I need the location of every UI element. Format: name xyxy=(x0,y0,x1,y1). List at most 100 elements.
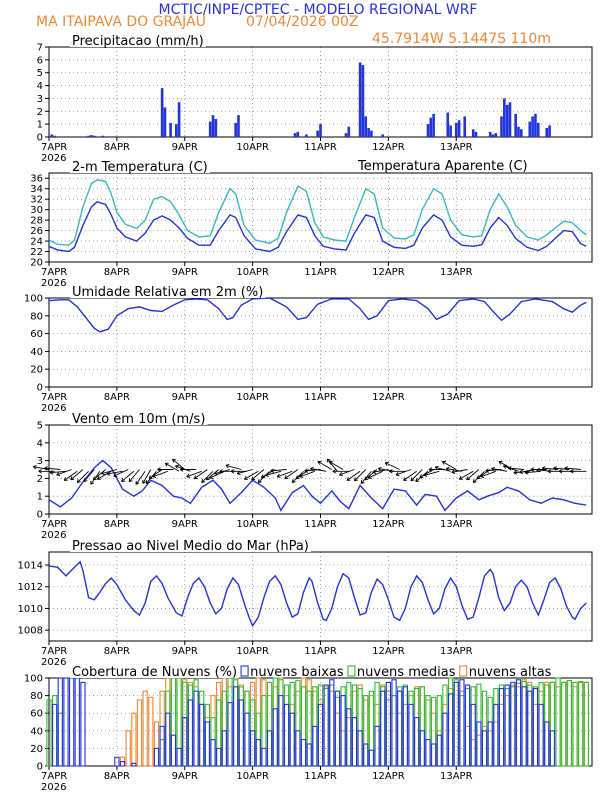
bar-nuvens-baixas xyxy=(131,762,137,767)
wind-arrow xyxy=(152,470,168,478)
bar-nuvens-medias xyxy=(527,684,533,767)
wind-arrow-head xyxy=(339,471,342,476)
bar-nuvens-baixas xyxy=(266,730,273,767)
wind-arrow-head xyxy=(558,469,563,472)
wind-arrow-head xyxy=(480,476,485,478)
wind-arrow-head xyxy=(244,475,247,480)
bar-nuvens-medias xyxy=(351,684,358,767)
x-tick-label: 11APR xyxy=(304,392,337,403)
wind-arrow xyxy=(284,469,299,480)
panel-rh: 0 20 40 60 80 100 7APR 8APR 9APR 10APR 11APR 12APR 1… xyxy=(24,284,593,414)
y-tick-label: 32 xyxy=(30,195,43,206)
precip-bar xyxy=(381,134,385,137)
wind-arrow-head xyxy=(276,473,280,478)
bar-nuvens-medias xyxy=(442,684,448,767)
wind-arrow-head xyxy=(476,475,479,479)
panel-wind: 0 1 2 3 4 5 7APR 8APR 9APR 10APR 11APR 12APR 13APR 20… xyxy=(32,411,593,541)
wind-arrow-head xyxy=(135,482,140,485)
bar-nuvens-medias xyxy=(561,681,567,767)
wind-arrow-head xyxy=(152,473,156,478)
wind-arrow-head xyxy=(230,469,235,472)
wind-arrow-head xyxy=(101,473,105,476)
precip-bar xyxy=(505,104,509,137)
bar-nuvens-altas xyxy=(414,686,420,767)
wind-arrow-head xyxy=(428,467,433,470)
precip-bar xyxy=(92,135,96,137)
header-title: MCTIC/INPE/CPTEC - MODELO REGIONAL WRF xyxy=(159,2,478,18)
wind-arrow-head xyxy=(157,469,161,472)
bar-nuvens-altas xyxy=(572,686,578,767)
bar-nuvens-baixas xyxy=(193,690,199,767)
bar-nuvens-altas xyxy=(532,703,539,767)
bar-nuvens-altas xyxy=(136,699,143,767)
wind-arrow xyxy=(49,470,67,474)
series-line-pressao-hpa- xyxy=(48,560,587,628)
y-tick-label: 0 xyxy=(37,510,43,521)
wind-arrow xyxy=(329,461,344,470)
wind-arrow-head xyxy=(179,467,184,470)
y-tick-label: 1 xyxy=(37,492,43,503)
wind-arrow xyxy=(299,470,315,478)
bar-nuvens-medias xyxy=(374,681,380,767)
wind-arrow-head xyxy=(172,458,177,461)
legend-apparent-temp: Temperatura Aparente (C) xyxy=(357,159,528,174)
wind-arrow-head xyxy=(530,469,534,472)
bar-nuvens-medias xyxy=(165,690,171,767)
bar-nuvens-altas xyxy=(583,681,589,767)
bar-nuvens-medias xyxy=(216,699,222,767)
x-tick-label: 8APR xyxy=(104,392,130,403)
precip-bar xyxy=(454,122,458,137)
bar-nuvens-baixas xyxy=(255,739,261,767)
y-tick-label: 20 xyxy=(30,744,43,755)
wind-arrow-head xyxy=(265,472,269,476)
bar-nuvens-baixas xyxy=(312,725,318,767)
legend-item: nuvens altas xyxy=(469,665,552,680)
bar-nuvens-baixas xyxy=(351,717,358,767)
wind-arrow-head xyxy=(49,470,54,474)
wind-arrow xyxy=(346,470,361,481)
x-tick-label: 10APR xyxy=(236,142,269,153)
wind-arrow-head xyxy=(519,471,524,474)
precip-bar xyxy=(364,116,368,137)
wind-arrow-head xyxy=(260,474,264,478)
precip-bar xyxy=(234,122,237,137)
wind-arrow-head xyxy=(142,481,147,484)
wind-arrow-head xyxy=(332,469,337,472)
x-tick-label: 9APR xyxy=(172,267,198,278)
bar-nuvens-baixas xyxy=(300,739,307,767)
bar-nuvens-medias xyxy=(532,686,539,767)
precip-bar xyxy=(474,131,478,137)
wind-arrow-head xyxy=(372,471,377,474)
bar-nuvens-medias xyxy=(549,681,556,767)
wind-arrow-head xyxy=(63,477,67,481)
precip-bar xyxy=(293,133,297,137)
wind-arrow xyxy=(368,470,383,479)
wind-arrow-head xyxy=(201,481,206,484)
wind-arrow-head xyxy=(485,468,489,472)
wind-arrow-head xyxy=(498,461,502,465)
wind-arrow-head xyxy=(328,461,332,465)
wind-arrow-head xyxy=(209,474,213,479)
wind-arrow-head xyxy=(558,470,563,474)
panel-title: 2-m Temperatura (C) xyxy=(72,160,208,175)
bar-nuvens-baixas xyxy=(430,743,437,767)
bar-nuvens-baixas xyxy=(408,703,414,767)
wind-arrow-head xyxy=(364,476,367,480)
y-tick-label: 1012 xyxy=(18,582,43,593)
y-tick-label: 2 xyxy=(37,107,43,118)
wind-arrow xyxy=(76,470,89,483)
wind-arrow-head xyxy=(152,476,157,478)
wind-arrow-head xyxy=(299,476,304,478)
y-tick-label: 34 xyxy=(30,184,43,195)
x-tick-label: 12APR xyxy=(372,771,405,782)
precip-bar xyxy=(545,128,549,137)
bar-nuvens-baixas xyxy=(204,721,211,767)
bar-nuvens-baixas xyxy=(487,721,493,767)
bar-nuvens-medias xyxy=(385,699,392,767)
wind-arrow xyxy=(491,468,508,472)
x-tick-label: 7APR xyxy=(41,519,67,530)
wind-arrow xyxy=(480,470,496,478)
y-tick-label: 4 xyxy=(37,438,43,449)
bar-nuvens-medias xyxy=(289,681,295,767)
precip-bar xyxy=(211,115,215,137)
